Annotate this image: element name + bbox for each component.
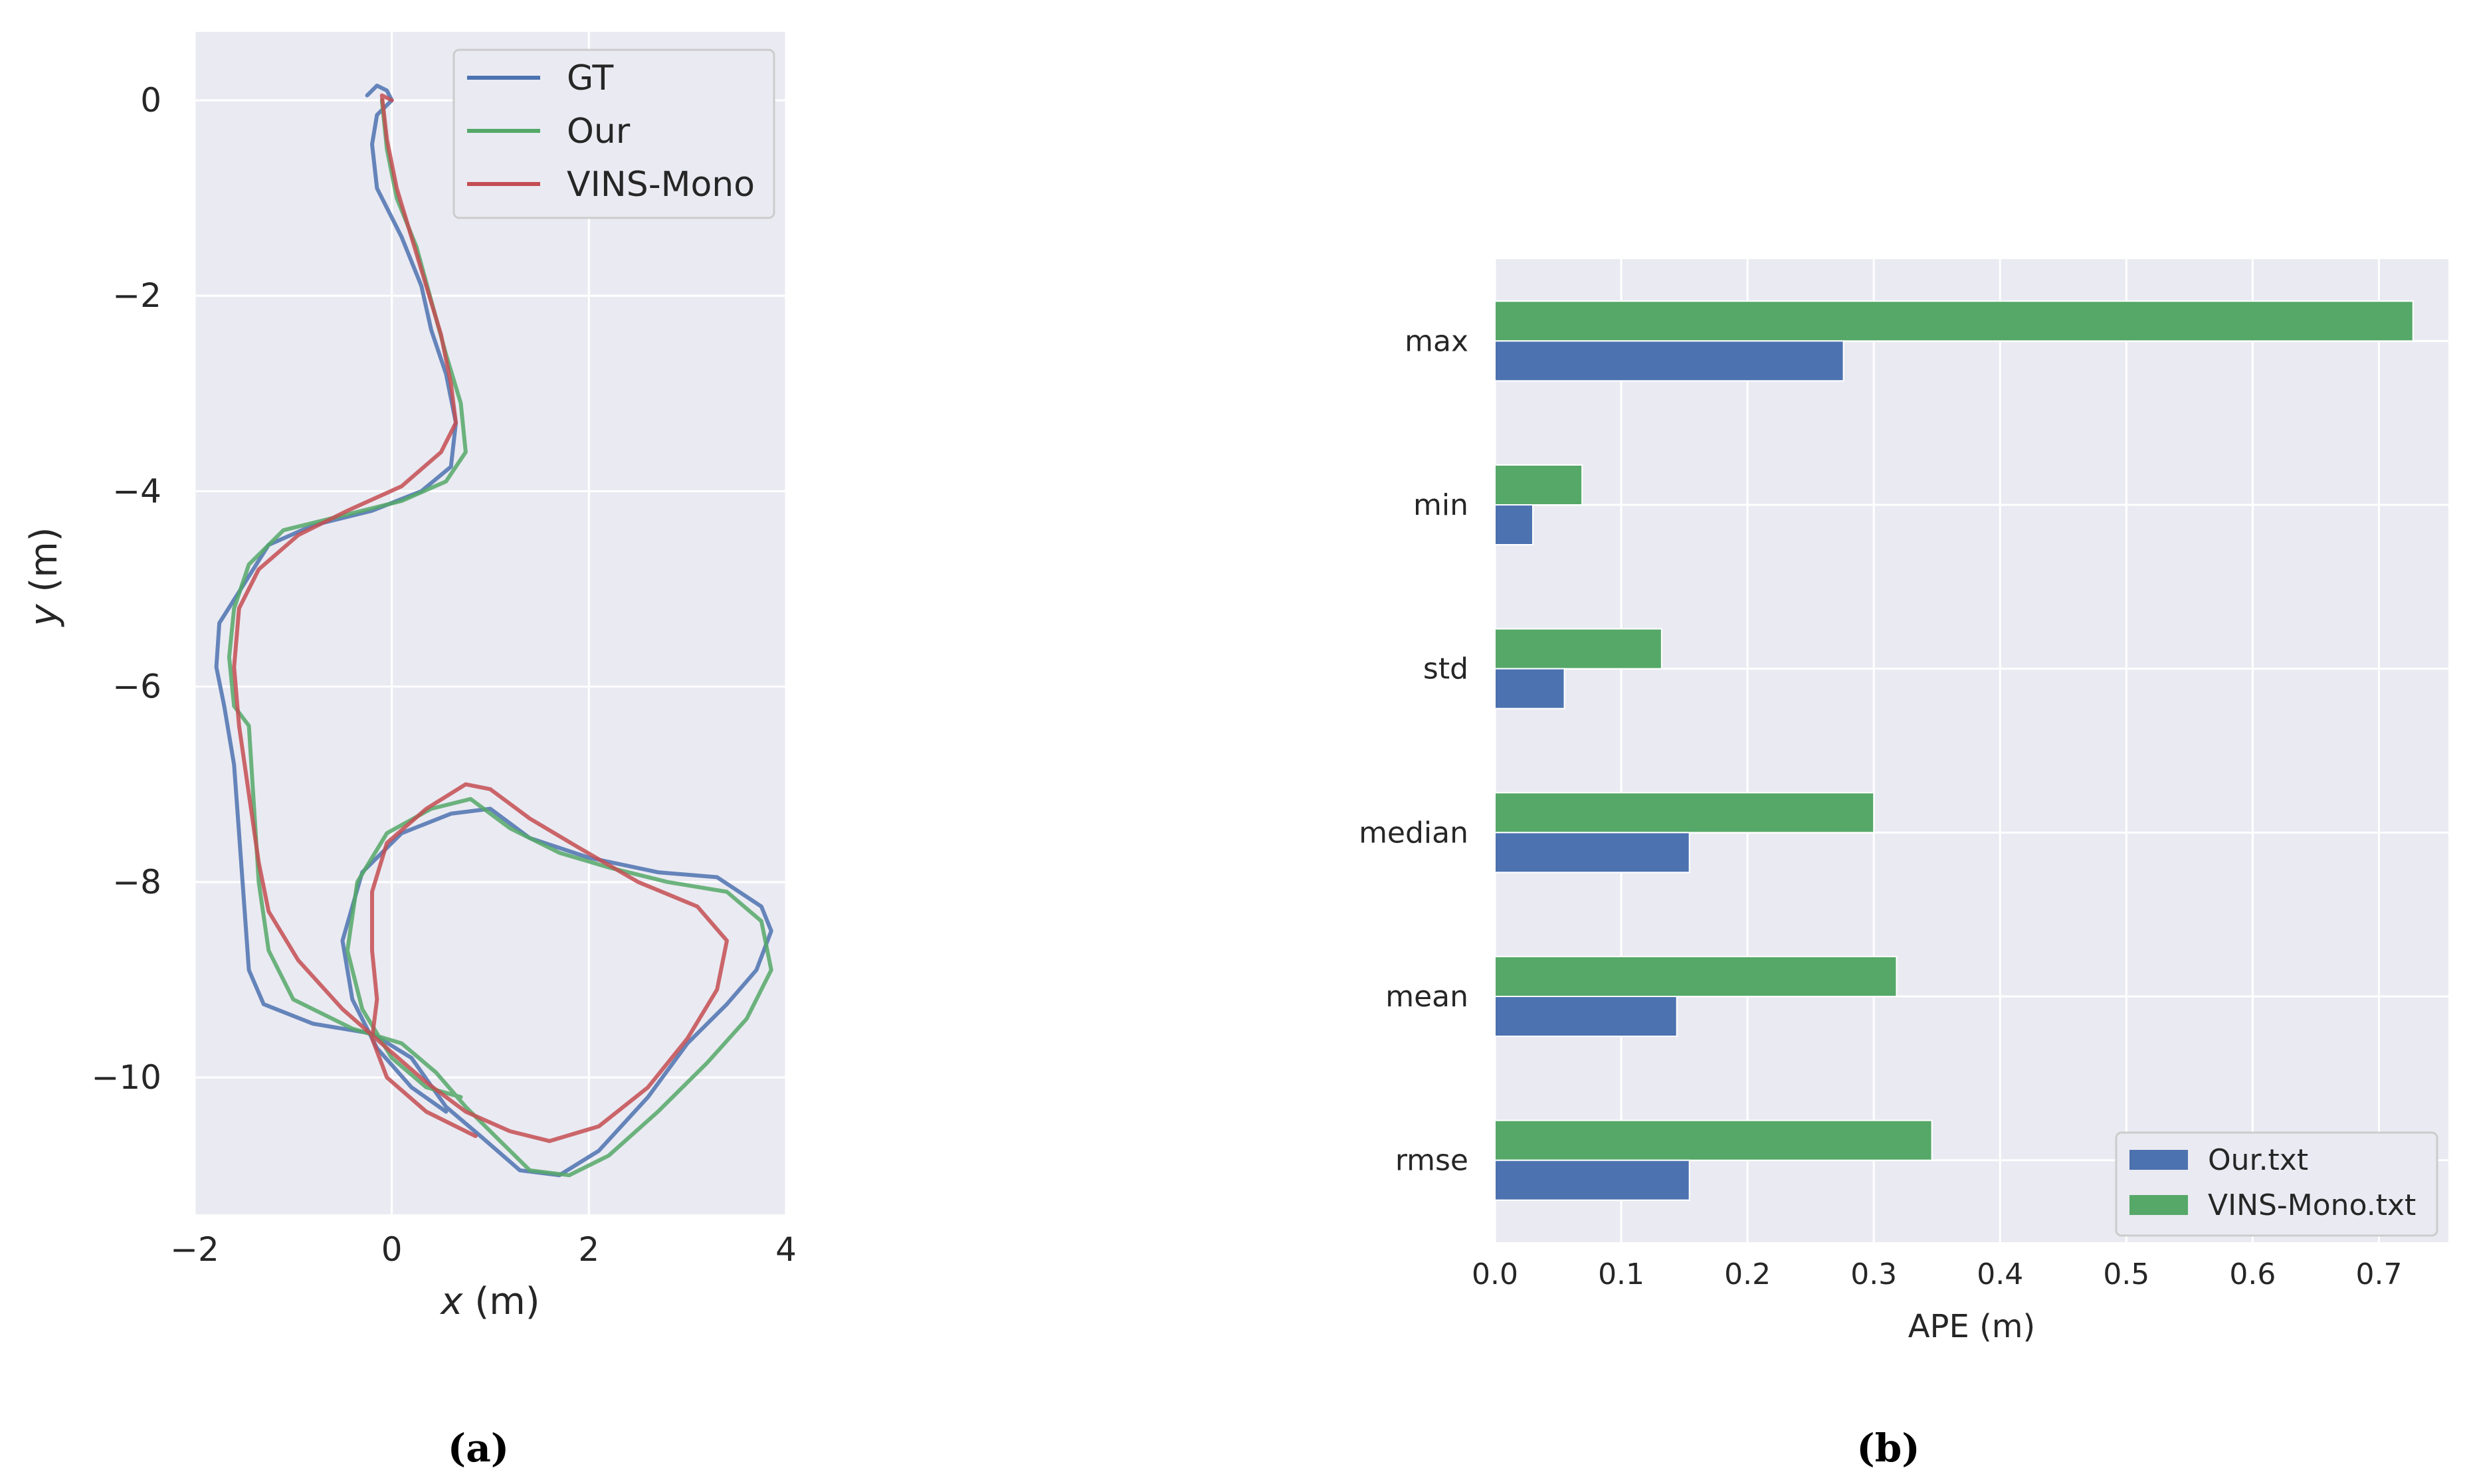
bar-vins-mono-rmse [1494,1119,1933,1161]
series-line-our [227,98,773,1178]
bar-vins-mono-min [1494,464,1583,506]
series-line-gt [214,83,773,1178]
x-axis-unit: (m) [463,1280,540,1323]
trajectory-legend: GT Our VINS-Mono [452,48,775,219]
y-axis-var: y [23,604,66,628]
y-tick-label: −10 [91,1058,161,1097]
legend-label: Our.txt [2208,1143,2308,1177]
legend-label: VINS-Mono [567,165,755,205]
trajectory-y-axis-label: y (m) [23,527,66,627]
bar-vins-mono-median [1494,792,1875,834]
y-tick-label: −6 [112,668,161,706]
x-tick-label: 0.3 [1850,1257,1897,1291]
x-tick-label: 4 [775,1230,797,1269]
ape-ticks: 0.0 0.1 0.2 0.3 0.4 0.5 0.6 0.7 max min std median m… [1359,324,2402,1291]
legend-label: GT [567,58,613,98]
category-label: max [1405,324,1468,358]
bar-our-std [1494,668,1565,709]
x-tick-label: 0.6 [2229,1257,2276,1291]
y-tick-label: −8 [112,863,161,901]
x-tick-label: −2 [170,1230,219,1269]
x-tick-label: 0.0 [1472,1257,1518,1291]
bar-vins-mono-mean [1494,956,1898,997]
category-label: std [1423,652,1468,686]
ape-bars [1494,300,2414,1201]
trajectory-x-axis-label: x (m) [439,1280,540,1323]
trajectory-ticks: −2 0 2 4 0 −2 −4 −6 −8 −10 [91,81,796,1269]
category-label: rmse [1395,1144,1468,1178]
trajectory-grid [193,32,787,1214]
legend-label: VINS-Mono.txt [2208,1188,2416,1222]
ape-x-axis-label: APE (m) [1908,1308,2036,1345]
series-line-vins-mono [232,93,729,1143]
category-label: median [1359,816,1468,850]
legend-swatch [2129,1195,2188,1215]
legend-box [452,48,775,219]
ape-plot-area [1495,259,2448,1242]
trajectory-series [214,83,773,1178]
category-label: mean [1385,980,1468,1014]
x-tick-label: 0 [381,1230,403,1269]
ape-bar-chart: 0.0 0.1 0.2 0.3 0.4 0.5 0.6 0.7 max min std median m… [1359,259,2448,1471]
panel-b-caption: (b) [1856,1426,1920,1471]
y-tick-label: −4 [112,472,161,510]
x-tick-label: 0.2 [1724,1257,1771,1291]
bar-our-mean [1494,996,1678,1037]
bar-vins-mono-max [1494,300,2414,342]
x-tick-label: 0.5 [2103,1257,2149,1291]
x-tick-label: 2 [578,1230,599,1269]
bar-our-rmse [1494,1159,1690,1201]
y-tick-label: 0 [140,81,161,120]
legend-box [2115,1131,2438,1237]
ape-legend: Our.txt VINS-Mono.txt [2115,1131,2438,1237]
bar-vins-mono-std [1494,628,1662,670]
x-tick-label: 0.1 [1598,1257,1644,1291]
x-tick-label: 0.4 [1977,1257,2023,1291]
bar-our-median [1494,832,1690,874]
x-tick-label: 0.7 [2355,1257,2402,1291]
bar-our-max [1494,340,1844,382]
category-label: min [1413,488,1468,522]
x-axis-var: x [439,1280,463,1323]
trajectory-plot: −2 0 2 4 0 −2 −4 −6 −8 −10 x (m) y (m) GT Our VINS-… [23,32,797,1471]
panel-a-caption: (a) [448,1426,509,1471]
bar-our-min [1494,504,1534,545]
legend-swatch [2129,1150,2188,1170]
y-tick-label: −2 [112,276,161,315]
y-axis-unit: (m) [23,527,66,604]
legend-label: Our [567,112,631,151]
